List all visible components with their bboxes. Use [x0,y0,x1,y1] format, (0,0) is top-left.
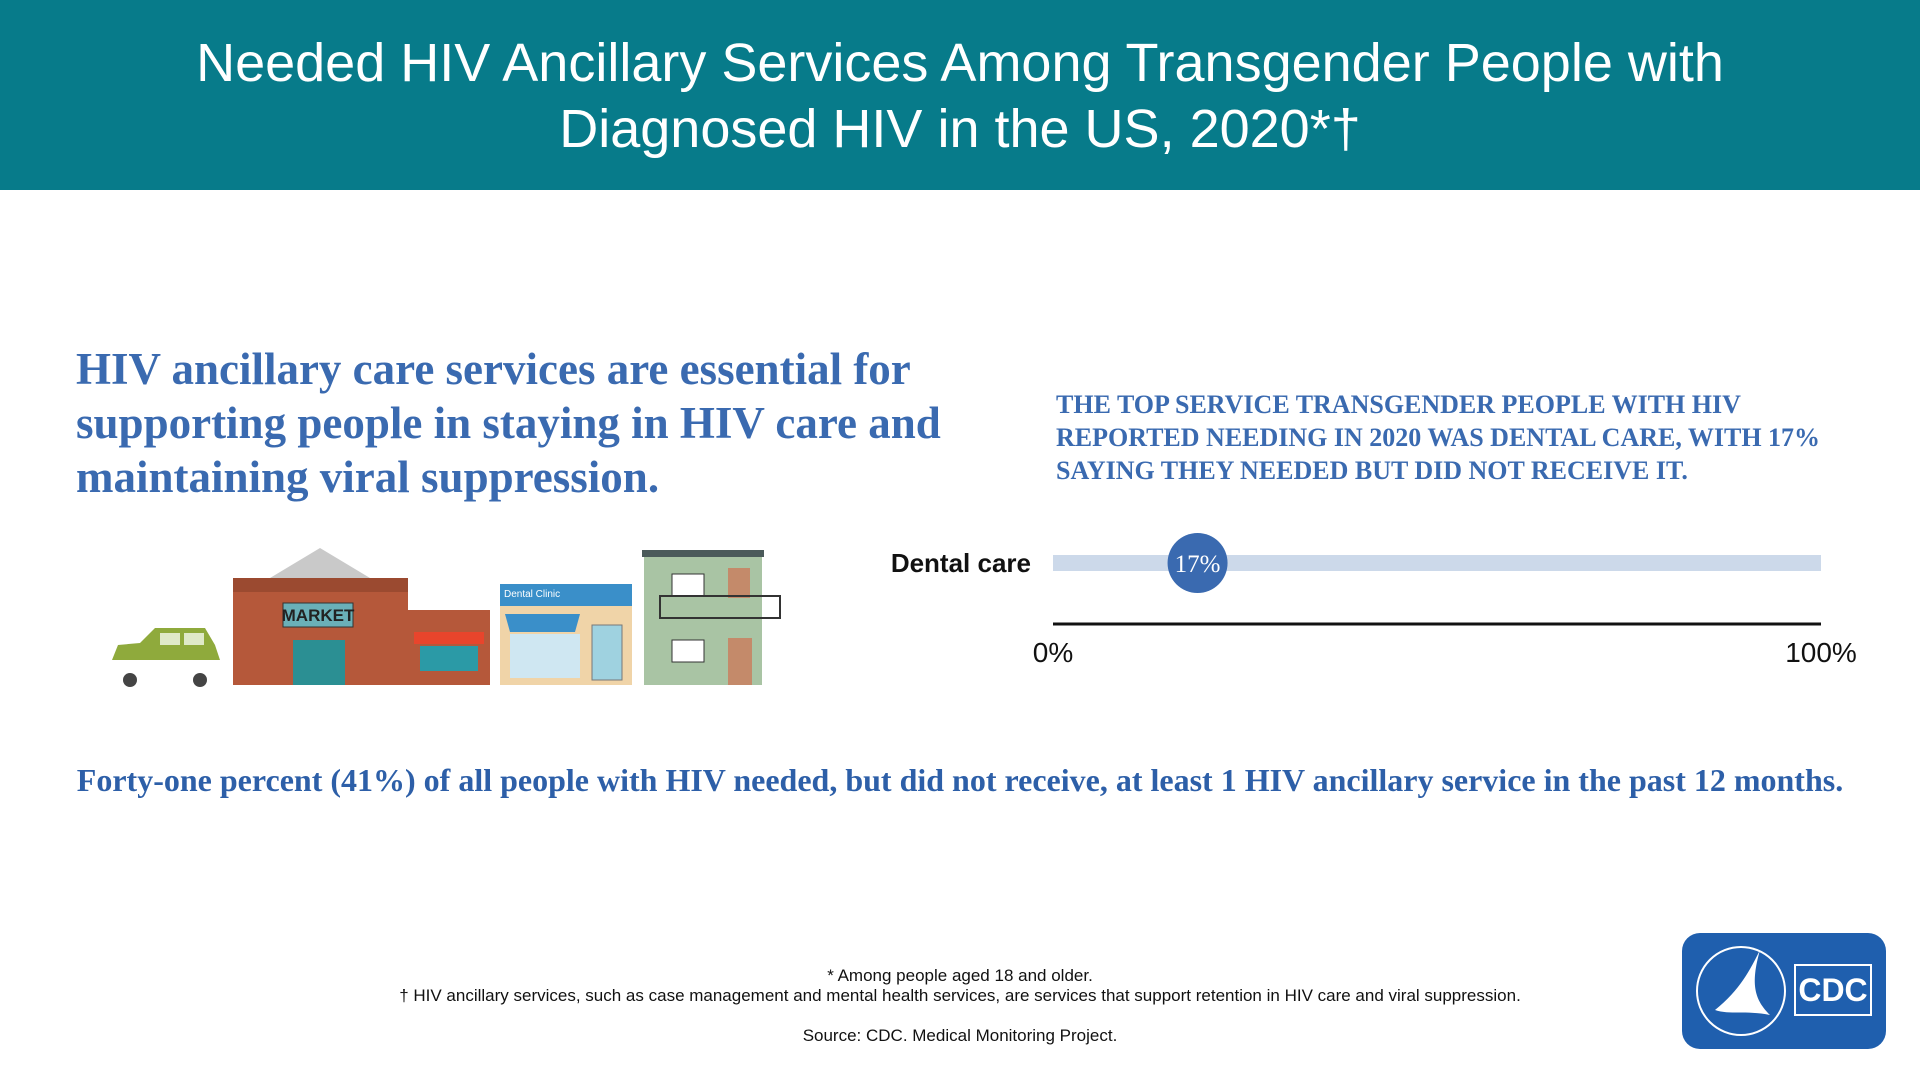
shop-window [420,646,478,671]
clinic-awning [505,614,580,632]
market-cornice [233,578,408,592]
car-window [184,633,204,645]
statement: Forty-one percent (41%) of all people wi… [76,762,1844,798]
house-roof [642,550,764,557]
house-window [671,573,705,597]
cdc-logo-text: CDC [1798,972,1867,1008]
cdc-frame [1794,964,1872,1016]
footnote: † HIV ancillary services, such as case m… [399,986,1521,1005]
category-label: Dental care [891,548,1031,578]
clinic-door [591,624,623,681]
track [1053,555,1821,571]
market-sign-text: MARKET [282,606,355,625]
wheel [123,673,137,687]
hhs-eagle [1715,950,1770,1015]
value-label: 17% [1175,551,1221,578]
shop-awning [414,632,484,644]
value-dot [1167,533,1228,593]
market-roof [270,548,370,578]
house-door [728,638,752,685]
x-tick-label: 100% [1785,637,1857,668]
hhs-seal [1696,946,1786,1036]
intro-text: HIV ancillary care services are essentia… [76,344,941,502]
house-balcony [659,595,781,619]
house-window [671,639,705,663]
source: Source: CDC. Medical Monitoring Project. [802,1026,1118,1045]
title: Needed HIV Ancillary Services Among Tran… [196,33,1724,159]
footnote: * Among people aged 18 and older. [827,966,1093,985]
clinic-sign-text: Dental Clinic [504,589,560,600]
market-sign [282,602,354,628]
chart-headline: THE TOP SERVICE TRANSGENDER PEOPLE WITH … [1056,390,1821,485]
wheel [193,673,207,687]
illustration: MARKET Dental Clinic [112,548,781,687]
clinic-sign [500,584,632,606]
house-door [728,568,750,598]
car-window [160,633,180,645]
clinic-window [510,634,580,678]
x-tick-label: 0% [1033,637,1073,668]
header-band [0,0,1920,190]
market-door [293,640,345,685]
